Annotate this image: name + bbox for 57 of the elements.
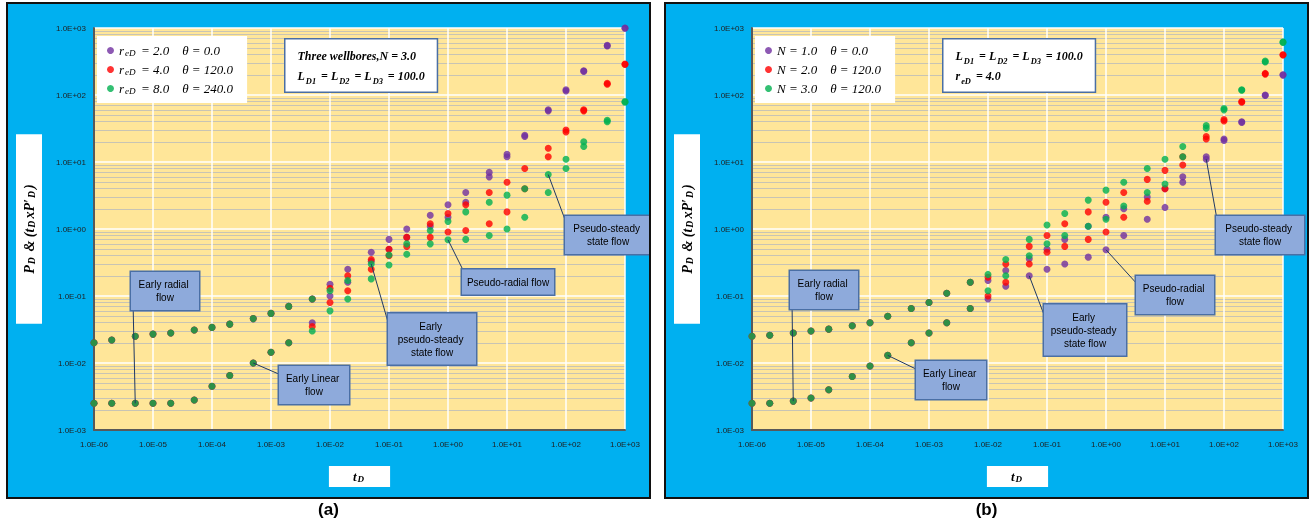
- y-tick-label: 1.0E+01: [713, 157, 745, 167]
- y-tick-label: 1.0E+00: [55, 224, 87, 234]
- annotation: Pseudo-radial flow: [1142, 283, 1208, 307]
- y-tick-label: 1.0E-01: [57, 291, 87, 301]
- x-tick-label: 1.0E-03: [914, 439, 944, 449]
- legend-label: N = 1.0 θ = 0.0: [776, 43, 869, 58]
- annotation: Early pseudo-steady state flow: [397, 320, 467, 358]
- legend-label: reD = 8.0 θ = 240.0: [119, 81, 234, 96]
- x-tick-label: 1.0E+01: [491, 439, 523, 449]
- annotation: Early Linear flow: [922, 368, 980, 392]
- y-tick-label: 1.0E-03: [715, 425, 745, 435]
- x-tick-label: 1.0E+03: [609, 439, 641, 449]
- y-tick-label: 1.0E+03: [713, 23, 745, 33]
- x-tick-label: 1.0E-01: [374, 439, 404, 449]
- annotation: Early radial flow: [138, 279, 192, 303]
- x-tick-label: 1.0E-02: [315, 439, 345, 449]
- x-tick-label: 1.0E+02: [550, 439, 582, 449]
- y-tick-label: 1.0E+00: [713, 224, 745, 234]
- text: (b): [974, 500, 999, 520]
- x-tick-label: 1.0E+03: [1267, 439, 1299, 449]
- legend-label: reD = 2.0 θ = 0.0: [119, 43, 221, 58]
- x-axis-title: tD: [1010, 469, 1023, 484]
- y-axis-title: PD & (tDxP′D): [679, 184, 696, 274]
- x-tick-label: 1.0E-06: [79, 439, 109, 449]
- x-tick-label: 1.0E-05: [138, 439, 168, 449]
- y-tick-label: 1.0E-01: [715, 291, 745, 301]
- annotation: Pseudo-steady state flow: [1225, 223, 1295, 247]
- annotation: Early radial flow: [797, 278, 851, 302]
- y-tick-label: 1.0E-02: [715, 358, 745, 368]
- y-tick-label: 1.0E-02: [57, 358, 87, 368]
- annotation: Pseudo-radial flow: [466, 276, 550, 288]
- y-axis-title: PD & (tDxP′D): [21, 184, 38, 274]
- x-tick-label: 1.0E-06: [737, 439, 767, 449]
- x-tick-label: 1.0E-05: [796, 439, 826, 449]
- annotation: Early pseudo-steady state flow: [1050, 311, 1120, 349]
- x-tick-label: 1.0E+00: [432, 439, 464, 449]
- x-tick-label: 1.0E-02: [973, 439, 1003, 449]
- x-tick-label: 1.0E-01: [1032, 439, 1062, 449]
- x-tick-label: 1.0E+01: [1149, 439, 1181, 449]
- y-tick-label: 1.0E+02: [55, 90, 87, 100]
- x-axis-title: tD: [352, 469, 365, 484]
- annotation: Three wellbores,N = 3.0: [297, 48, 416, 63]
- y-tick-label: 1.0E-03: [57, 425, 87, 435]
- x-tick-label: 1.0E-04: [855, 439, 885, 449]
- legend-label: N = 3.0 θ = 120.0: [776, 81, 882, 96]
- text: (a): [317, 500, 340, 520]
- x-tick-label: 1.0E+02: [1208, 439, 1240, 449]
- y-tick-label: 1.0E+03: [55, 23, 87, 33]
- x-tick-label: 1.0E-04: [197, 439, 227, 449]
- y-tick-label: 1.0E+01: [55, 157, 87, 167]
- x-tick-label: 1.0E-03: [256, 439, 286, 449]
- annotation: Pseudo-steady state flow: [573, 223, 643, 247]
- annotation: Early Linear flow: [285, 373, 343, 397]
- legend-label: N = 2.0 θ = 120.0: [776, 62, 882, 77]
- y-tick-label: 1.0E+02: [713, 90, 745, 100]
- x-tick-label: 1.0E+00: [1090, 439, 1122, 449]
- legend-label: reD = 4.0 θ = 120.0: [119, 62, 234, 77]
